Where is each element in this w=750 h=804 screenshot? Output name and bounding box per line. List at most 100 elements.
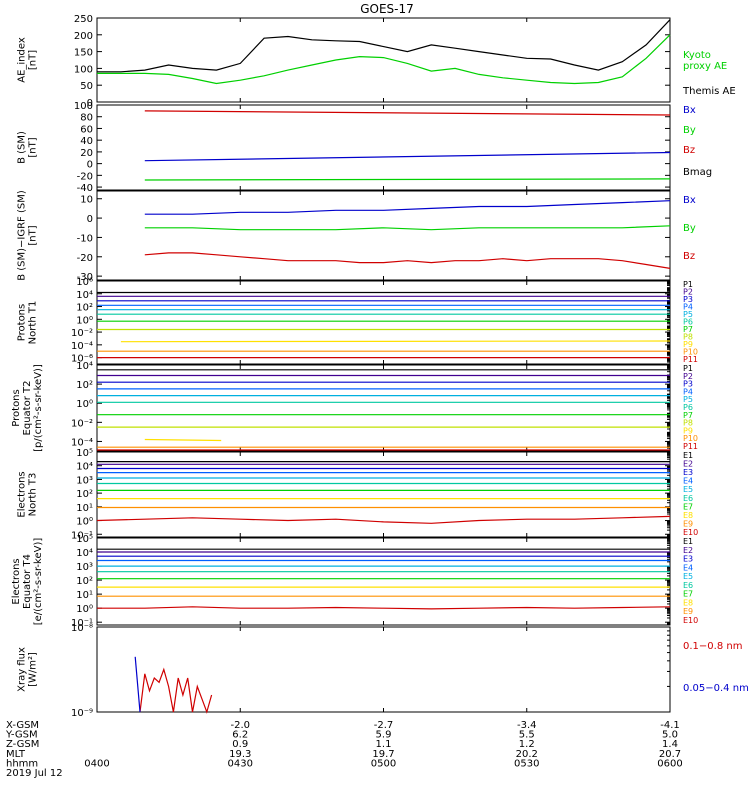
legend-line: Bmag xyxy=(683,167,712,178)
y-tick-label: -20 xyxy=(77,253,93,264)
y-axis-label: B (SM)[nT] xyxy=(17,131,39,164)
y-tick-label: 10⁻¹ xyxy=(71,530,93,541)
bottom-row-value: 5.0 xyxy=(662,730,678,741)
series-line-p9 xyxy=(144,438,222,442)
legend-e4: E4 xyxy=(683,477,693,486)
panel-8: 10⁻⁹ 10⁻⁸ Xray flux[W/m²] 0.1−0.8 nm 0.05−0.… xyxy=(17,623,749,719)
legend-line: Bx xyxy=(683,195,696,206)
legend-line: By xyxy=(683,223,696,234)
legend-line: P8 xyxy=(683,419,693,428)
legend-line: 0.05−0.4 nm xyxy=(683,683,749,694)
series-line-by xyxy=(144,225,671,231)
legend-bx: Bx xyxy=(683,105,696,116)
bottom-row-label-z-gsm: Z-GSM xyxy=(6,739,39,750)
legend-p5: P5 xyxy=(683,395,693,404)
series-line-e10 xyxy=(96,515,671,524)
y-axis-label: ProtonsEquator T2[p/(cm²-s-sr-keV)] xyxy=(11,364,44,452)
y-axis-label-line: [e/(cm²-s-sr-keV)] xyxy=(33,538,44,626)
legend-p9: P9 xyxy=(683,340,693,349)
y-tick-label: 10⁻² xyxy=(71,328,93,339)
y-tick-label: 60 xyxy=(80,124,93,135)
legend-line: By xyxy=(683,125,696,136)
legend-e3: E3 xyxy=(683,468,693,477)
y-tick-label: 10⁰ xyxy=(76,517,93,528)
legend-e1: E1 xyxy=(683,537,693,546)
legend-p10: P10 xyxy=(683,348,698,357)
legend-line: P1 xyxy=(683,364,693,373)
legend-p4: P4 xyxy=(683,387,693,396)
y-tick-label: 10⁻⁴ xyxy=(71,341,93,352)
legend-line: P10 xyxy=(683,434,698,443)
y-axis-label-line: Equator T4 xyxy=(22,554,33,609)
legend-line: P7 xyxy=(683,411,693,420)
legend-e10: E10 xyxy=(683,528,698,537)
legend-line: E5 xyxy=(683,485,693,494)
legend-p1: P1 xyxy=(683,364,693,373)
legend-line: E4 xyxy=(683,477,693,486)
y-tick-label: 0 xyxy=(87,214,93,225)
bottom-row-value: 0430 xyxy=(228,758,253,769)
legend-line: E1 xyxy=(683,537,693,546)
bottom-row-label-mlt: MLT xyxy=(6,749,26,760)
legend-line: P11 xyxy=(683,442,698,451)
y-tick-label: 10⁻⁸ xyxy=(71,623,93,634)
y-tick-label: -20 xyxy=(77,171,93,182)
legend-line: Kyoto xyxy=(683,50,711,61)
legend-line: P5 xyxy=(683,310,693,319)
y-tick-label: 50 xyxy=(80,81,93,92)
legend-e8: E8 xyxy=(683,511,693,520)
bottom-row-value: 0.9 xyxy=(232,739,248,750)
legend-line: P2 xyxy=(683,372,693,381)
bottom-row-value: 6.2 xyxy=(232,730,248,741)
panel-5: 10⁻⁴ 10⁻² 10⁰ 10² 10⁴ ProtonsEquator T2[p/(cm… xyxy=(11,361,698,452)
y-axis-label-line: North T3 xyxy=(28,473,39,517)
y-tick-label: 10⁵ xyxy=(76,534,93,545)
y-axis-label-line: Electrons xyxy=(17,471,28,517)
legend-e3: E3 xyxy=(683,555,693,564)
y-tick-label: 80 xyxy=(80,113,93,124)
legend-line: E4 xyxy=(683,563,693,572)
legend-e1: E1 xyxy=(683,451,693,460)
legend-p2: P2 xyxy=(683,372,693,381)
legend-line: Themis AE xyxy=(682,86,736,97)
legend-line: Bx xyxy=(683,105,696,116)
y-tick-label: 10⁻⁴ xyxy=(71,437,93,448)
y-tick-label: 0 xyxy=(87,98,93,109)
y-axis-label-line: Protons xyxy=(11,389,22,426)
bottom-row-value: 0530 xyxy=(514,758,539,769)
legend-line: E3 xyxy=(683,555,693,564)
legend-line: P7 xyxy=(683,325,693,334)
y-tick-label: 10⁰ xyxy=(76,604,93,615)
legend-p7: P7 xyxy=(683,325,693,334)
y-axis-label-line: B (SM) xyxy=(17,131,28,164)
series-line-bz xyxy=(144,252,671,269)
legend-line: E10 xyxy=(683,528,698,537)
y-axis-label-line: North T1 xyxy=(28,301,39,345)
panel-frame xyxy=(96,17,671,103)
series-line-0-05-0-4-nm xyxy=(134,656,141,713)
legend-p6: P6 xyxy=(683,318,693,327)
bottom-row-value: -2.0 xyxy=(230,720,250,731)
bottom-row-value: 1.2 xyxy=(519,739,535,750)
legend-line: P9 xyxy=(683,340,693,349)
y-tick-label: -40 xyxy=(77,183,93,194)
y-tick-label: 10⁻² xyxy=(71,418,93,429)
legend-line: P1 xyxy=(683,280,693,289)
legend-p2: P2 xyxy=(683,288,693,297)
bottom-row-value: 20.2 xyxy=(516,749,538,760)
legend-line: P4 xyxy=(683,303,693,312)
legend-line: E3 xyxy=(683,468,693,477)
y-axis-label-line: [W/m²] xyxy=(28,652,39,687)
legend-line: P5 xyxy=(683,395,693,404)
y-axis-label: AE_index[nT] xyxy=(17,37,39,83)
series-line-bz xyxy=(144,110,671,116)
legend-line: Bz xyxy=(683,145,695,156)
y-axis-label-line: [nT] xyxy=(28,50,39,70)
y-axis-label: ElectronsEquator T4[e/(cm²-s-sr-keV)] xyxy=(11,538,44,626)
legend-0-05-0-4-nm: 0.05−0.4 nm xyxy=(683,683,749,694)
legend-p8: P8 xyxy=(683,419,693,428)
